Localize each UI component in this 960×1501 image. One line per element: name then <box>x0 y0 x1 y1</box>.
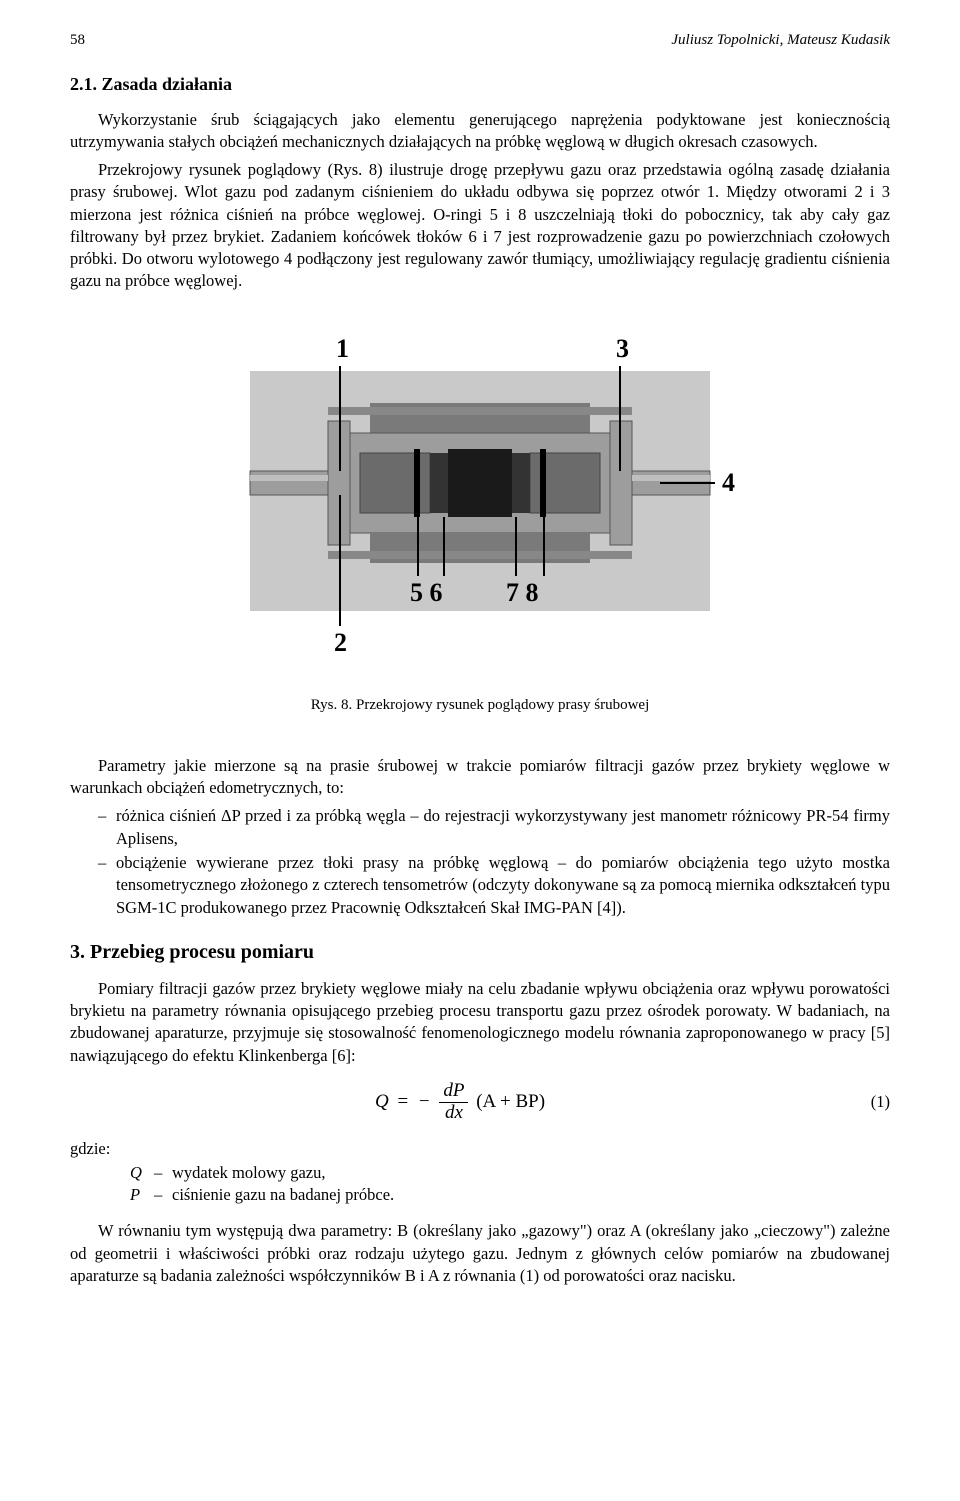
fig-label-4: 4 <box>722 468 735 497</box>
running-title: Juliusz Topolnicki, Mateusz Kudasik <box>671 30 890 50</box>
where-label: gdzie: <box>70 1138 890 1160</box>
equation-1-number: (1) <box>850 1091 890 1113</box>
parameters-item-1: różnica ciśnień ΔP przed i za próbką węg… <box>98 805 890 850</box>
section-3-heading: 3. Przebieg procesu pomiaru <box>70 939 890 966</box>
svg-text:7 8: 7 8 <box>506 578 539 607</box>
page-header: 58 Juliusz Topolnicki, Mateusz Kudasik <box>70 30 890 50</box>
page-number: 58 <box>70 30 85 50</box>
section-2-1-para-1: Wykorzystanie śrub ściągających jako ele… <box>70 109 890 154</box>
figure-8: 1 3 4 2 5 6 7 8 5 6 7 8 <box>70 321 890 681</box>
where-row-p: P – ciśnienie gazu na badanej próbce. <box>70 1184 890 1206</box>
section-2-1-heading: 2.1. Zasada działania <box>70 72 890 96</box>
fig-label-3: 3 <box>616 334 629 363</box>
parameters-list: różnica ciśnień ΔP przed i za próbką węg… <box>70 805 890 918</box>
section-3-para-1: Pomiary filtracji gazów przez brykiety w… <box>70 978 890 1067</box>
where-row-q: Q – wydatek molowy gazu, <box>70 1162 890 1184</box>
section-2-1-para-2: Przekrojowy rysunek poglądowy (Rys. 8) i… <box>70 159 890 293</box>
where-block: gdzie: Q – wydatek molowy gazu, P – ciśn… <box>70 1138 890 1207</box>
fig-label-2: 2 <box>334 628 347 657</box>
equation-1: Q = − dP dx (A + BP) (1) <box>70 1081 890 1124</box>
section-3-para-2: W równaniu tym występują dwa parametry: … <box>70 1220 890 1287</box>
parameters-intro: Parametry jakie mierzone są na prasie śr… <box>70 755 890 800</box>
equation-1-body: Q = − dP dx (A + BP) <box>70 1081 850 1124</box>
figure-8-caption: Rys. 8. Przekrojowy rysunek poglądowy pr… <box>70 695 890 715</box>
svg-text:5 6: 5 6 <box>410 578 443 607</box>
figure-8-svg: 1 3 4 2 5 6 7 8 5 6 7 8 <box>200 321 760 681</box>
fig-label-1: 1 <box>336 334 349 363</box>
parameters-item-2: obciążenie wywierane przez tłoki prasy n… <box>98 852 890 919</box>
